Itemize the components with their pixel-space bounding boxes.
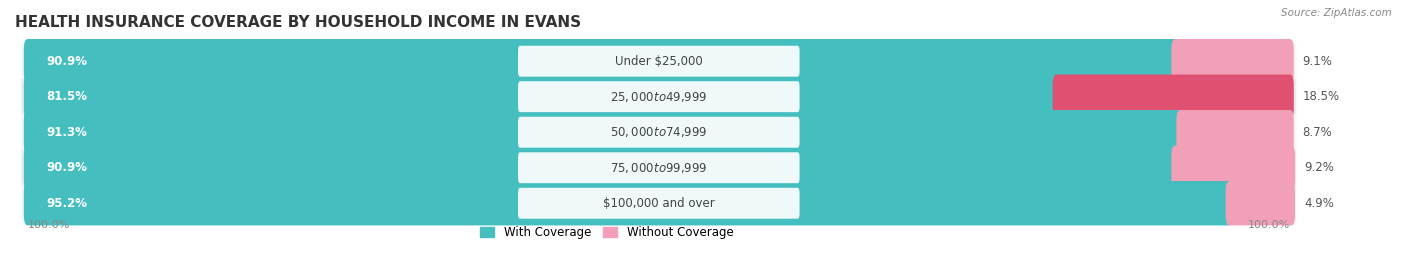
FancyBboxPatch shape xyxy=(517,152,800,183)
Text: Source: ZipAtlas.com: Source: ZipAtlas.com xyxy=(1281,8,1392,18)
FancyBboxPatch shape xyxy=(24,110,1184,154)
FancyBboxPatch shape xyxy=(517,117,800,148)
Text: $75,000 to $99,999: $75,000 to $99,999 xyxy=(610,161,707,175)
FancyBboxPatch shape xyxy=(1171,146,1295,190)
FancyBboxPatch shape xyxy=(1053,75,1294,119)
Text: 8.7%: 8.7% xyxy=(1302,126,1333,139)
FancyBboxPatch shape xyxy=(24,75,1060,119)
FancyBboxPatch shape xyxy=(1226,181,1295,225)
Text: 91.3%: 91.3% xyxy=(46,126,87,139)
FancyBboxPatch shape xyxy=(21,186,1296,221)
Text: 4.9%: 4.9% xyxy=(1303,197,1334,210)
FancyBboxPatch shape xyxy=(517,81,800,112)
Text: HEALTH INSURANCE COVERAGE BY HOUSEHOLD INCOME IN EVANS: HEALTH INSURANCE COVERAGE BY HOUSEHOLD I… xyxy=(15,15,581,30)
FancyBboxPatch shape xyxy=(1171,39,1294,83)
Text: 100.0%: 100.0% xyxy=(28,220,70,229)
FancyBboxPatch shape xyxy=(21,115,1296,150)
FancyBboxPatch shape xyxy=(21,79,1296,115)
Text: $50,000 to $74,999: $50,000 to $74,999 xyxy=(610,125,707,139)
FancyBboxPatch shape xyxy=(24,146,1178,190)
Legend: With Coverage, Without Coverage: With Coverage, Without Coverage xyxy=(479,226,734,239)
Text: Under $25,000: Under $25,000 xyxy=(614,55,703,68)
FancyBboxPatch shape xyxy=(517,188,800,219)
Text: 90.9%: 90.9% xyxy=(46,161,87,174)
Text: $100,000 and over: $100,000 and over xyxy=(603,197,714,210)
FancyBboxPatch shape xyxy=(21,43,1296,79)
Text: 100.0%: 100.0% xyxy=(1247,220,1291,229)
Text: 90.9%: 90.9% xyxy=(46,55,87,68)
FancyBboxPatch shape xyxy=(1177,110,1294,154)
FancyBboxPatch shape xyxy=(24,181,1233,225)
Text: $25,000 to $49,999: $25,000 to $49,999 xyxy=(610,90,707,104)
FancyBboxPatch shape xyxy=(517,46,800,77)
FancyBboxPatch shape xyxy=(21,150,1296,186)
Text: 95.2%: 95.2% xyxy=(46,197,87,210)
Text: 81.5%: 81.5% xyxy=(46,90,87,103)
Text: 9.1%: 9.1% xyxy=(1302,55,1333,68)
FancyBboxPatch shape xyxy=(24,39,1178,83)
Text: 9.2%: 9.2% xyxy=(1303,161,1334,174)
Text: 18.5%: 18.5% xyxy=(1302,90,1340,103)
